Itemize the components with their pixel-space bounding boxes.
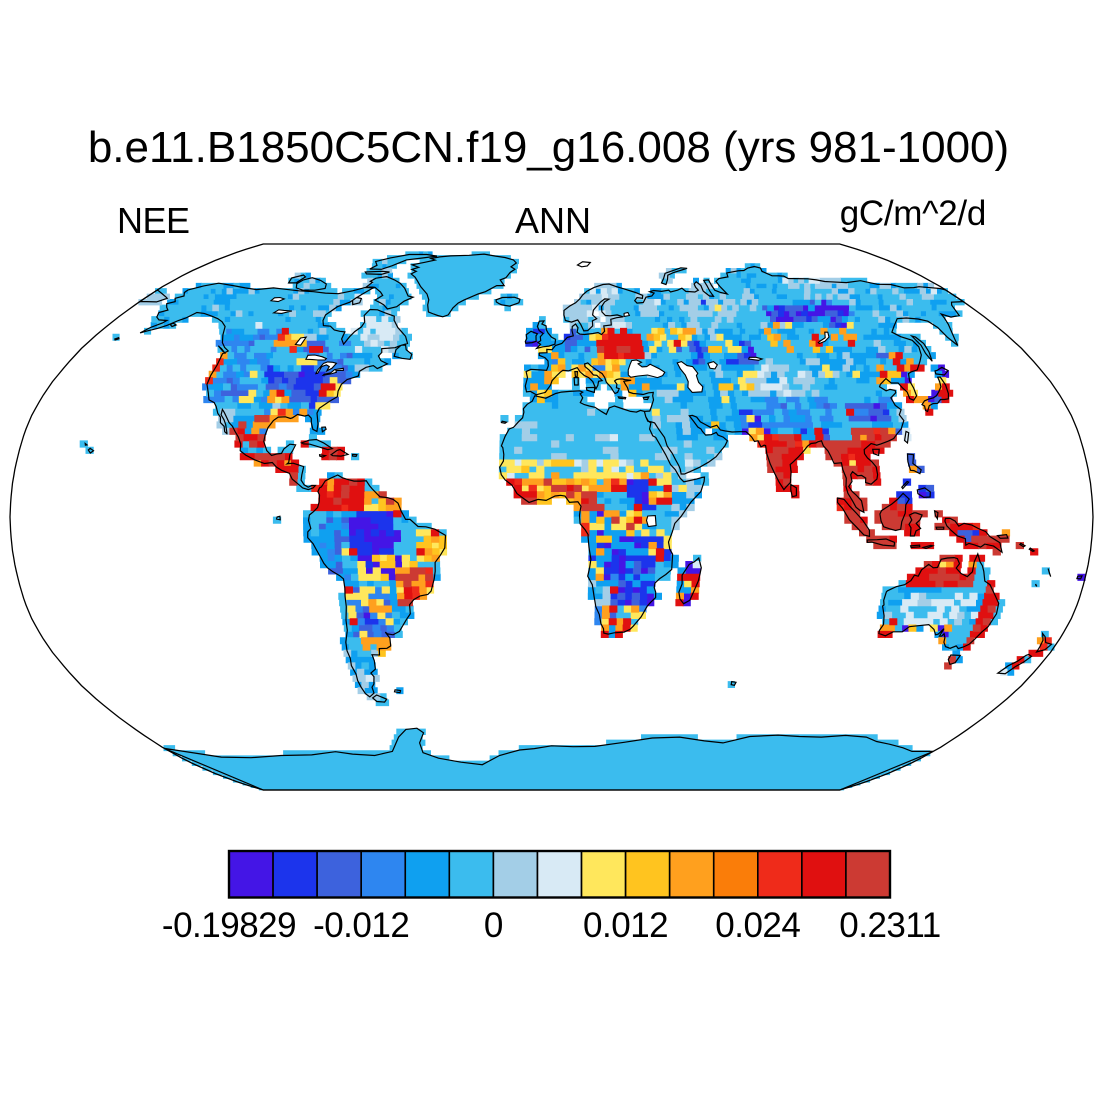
colorbar-box	[536, 850, 583, 899]
colorbar-tick-label: 0.2311	[839, 906, 941, 945]
raster-cells-color-0	[297, 299, 1086, 638]
colorbar-box	[756, 850, 803, 899]
lake-outlines	[269, 296, 830, 528]
colorbar-box	[448, 850, 495, 899]
coastline-outlines	[84, 253, 1083, 791]
colorbar-box	[580, 850, 627, 899]
colorbar-box	[668, 850, 715, 899]
lakes-layer	[269, 296, 830, 528]
colorbar-box	[404, 850, 451, 899]
coastlines-layer	[84, 253, 1083, 791]
colorbar-box	[845, 850, 891, 899]
variable-label: NEE	[117, 200, 190, 241]
colorbar-tick-label: -0.19829	[161, 906, 297, 945]
raster-cells-layer	[79, 251, 1086, 791]
colorbar-tick-label: 0	[483, 906, 503, 945]
raster-cells-color-5	[79, 251, 1055, 791]
raster-cells-color-14	[229, 346, 1024, 670]
plot-title: b.e11.B1850C5CN.f19_g16.008 (yrs 981-100…	[87, 123, 1010, 172]
colorbar-tick-label: 0.012	[583, 906, 669, 945]
colorbar-box	[712, 850, 759, 899]
colorbar-box	[801, 850, 847, 899]
colorbar-box	[492, 850, 539, 899]
colorbar	[227, 849, 892, 899]
colorbar-box	[624, 850, 671, 899]
colorbar-box	[316, 850, 363, 899]
units-label: gC/m^2/d	[839, 194, 987, 233]
raster-cells-color-8	[238, 304, 947, 638]
colorbar-box	[360, 850, 407, 899]
map-border	[9, 243, 1094, 791]
colorbar-box	[272, 850, 318, 899]
colorbar-box	[228, 850, 274, 899]
season-label: ANN	[514, 200, 591, 241]
colorbar-tick-label: -0.012	[313, 906, 410, 945]
projection-outline	[9, 243, 1094, 791]
raster-cells-color-10	[208, 322, 1045, 651]
colorbar-tick-label: 0.024	[715, 906, 801, 945]
colorbar-outline	[227, 849, 892, 899]
